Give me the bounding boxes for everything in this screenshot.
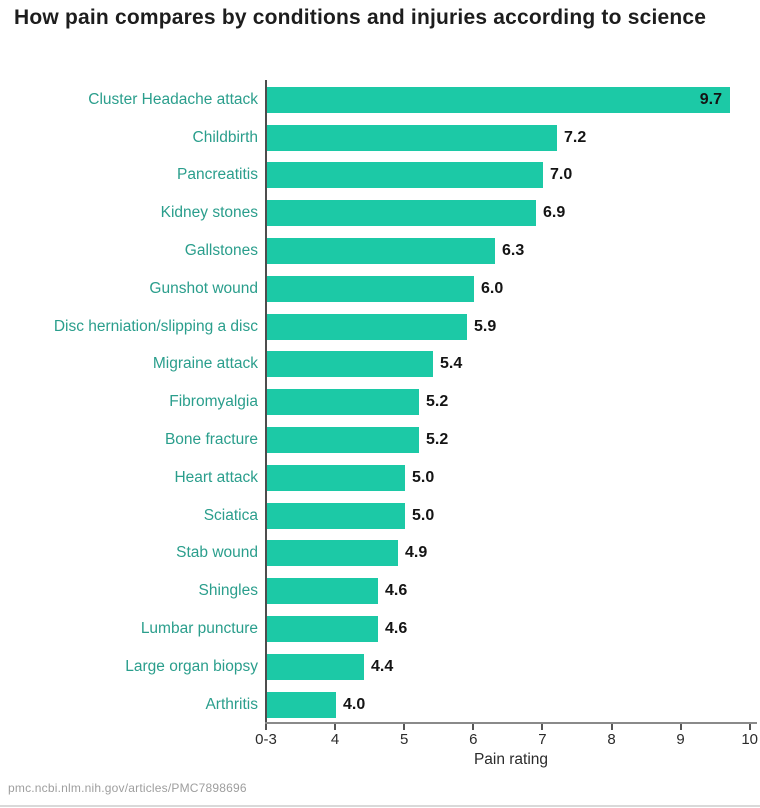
y-axis-line [265, 80, 267, 724]
bar [267, 238, 495, 265]
value-label: 5.0 [412, 468, 435, 486]
bar-row: Sciatica 5.0 [0, 497, 760, 535]
category-label: Large organ biopsy [125, 657, 258, 675]
bar [267, 540, 398, 567]
bar-row: Childbirth 7.2 [0, 119, 760, 157]
value-label: 6.9 [543, 204, 566, 222]
category-label: Heart attack [174, 468, 258, 486]
category-label: Migraine attack [152, 355, 258, 373]
category-label: Lumbar puncture [140, 620, 258, 638]
bar-row: Large organ biopsy 4.4 [0, 648, 760, 686]
value-label: 5.4 [440, 355, 463, 373]
x-tick [541, 724, 544, 730]
x-tick [472, 724, 475, 730]
x-tick-label: 8 [607, 731, 616, 748]
bar-row: Pancreatitis 7.0 [0, 157, 760, 195]
x-tick-label: 4 [330, 731, 340, 748]
bar [267, 124, 557, 151]
x-tick [403, 724, 406, 730]
category-label: Stab wound [176, 544, 258, 562]
x-tick-label: 9 [676, 731, 685, 748]
category-label: Gunshot wound [149, 279, 258, 297]
bar [267, 616, 378, 643]
value-label: 4.9 [405, 544, 428, 562]
category-label: Pancreatitis [177, 166, 258, 184]
category-label: Sciatica [203, 506, 258, 524]
bar [267, 86, 730, 113]
value-label: 5.9 [474, 317, 497, 335]
bar [267, 502, 405, 529]
source-url: pmc.ncbi.nlm.nih.gov/articles/PMC7898696 [8, 781, 247, 795]
category-label: Shingles [198, 582, 258, 600]
category-label: Cluster Headache attack [88, 90, 258, 108]
bar-row: Kidney stones 6.9 [0, 194, 760, 232]
bar [267, 691, 336, 718]
value-label: 4.4 [371, 657, 394, 675]
bar-row: Shingles 4.6 [0, 572, 760, 610]
bar-row: Fibromyalgia 5.2 [0, 383, 760, 421]
bar-row: Cluster Headache attack 9.7 [0, 81, 760, 119]
bottom-divider [0, 805, 760, 807]
value-label: 5.0 [412, 506, 435, 524]
value-label: 9.7 [699, 90, 722, 108]
x-axis-title: Pain rating [473, 751, 549, 768]
x-tick [610, 724, 613, 730]
category-label: Disc herniation/slipping a disc [53, 317, 258, 335]
bar-row: Stab wound 4.9 [0, 535, 760, 573]
value-label: 4.6 [385, 582, 408, 600]
bar [267, 313, 467, 340]
bar-row: Lumbar puncture 4.6 [0, 610, 760, 648]
value-label: 5.2 [426, 393, 449, 411]
bar-chart: Cluster Headache attack 9.7 Childbirth 7.2 P… [0, 80, 760, 768]
x-tick-label: 0-3 [255, 731, 277, 748]
bar [267, 162, 543, 189]
category-label: Childbirth [192, 128, 258, 146]
value-label: 6.3 [502, 242, 525, 260]
chart-title: How pain compares by conditions and inju… [14, 6, 707, 29]
category-label: Bone fracture [164, 431, 258, 449]
bar [267, 200, 536, 227]
value-label: 7.2 [564, 128, 587, 146]
value-label: 4.6 [385, 620, 408, 638]
bar-row: Gallstones 6.3 [0, 232, 760, 270]
bar [267, 351, 433, 378]
bar [267, 578, 378, 605]
x-tick-label: 5 [400, 731, 409, 748]
bar-row: Gunshot wound 6.0 [0, 270, 760, 308]
category-label: Gallstones [184, 242, 258, 260]
category-label: Arthritis [205, 695, 258, 713]
x-axis-line [265, 722, 757, 724]
bar [267, 464, 405, 491]
bar [267, 427, 419, 454]
value-label: 7.0 [550, 166, 573, 184]
value-label: 5.2 [426, 431, 449, 449]
bar [267, 389, 419, 416]
x-tick [679, 724, 682, 730]
bar-row: Disc herniation/slipping a disc 5.9 [0, 308, 760, 346]
bar-row: Migraine attack 5.4 [0, 346, 760, 384]
bar [267, 653, 364, 680]
x-tick-label: 10 [741, 731, 759, 748]
bar [267, 275, 474, 302]
value-label: 6.0 [481, 279, 504, 297]
category-label: Fibromyalgia [169, 393, 258, 411]
x-tick-label: 6 [469, 731, 478, 748]
x-tick [334, 724, 337, 730]
x-tick [748, 724, 751, 730]
bar-row: Heart attack 5.0 [0, 459, 760, 497]
category-label: Kidney stones [160, 204, 258, 222]
bar-row: Arthritis 4.0 [0, 686, 760, 724]
x-tick-label: 7 [538, 731, 547, 748]
bar-row: Bone fracture 5.2 [0, 421, 760, 459]
value-label: 4.0 [343, 695, 366, 713]
x-tick [265, 724, 267, 730]
